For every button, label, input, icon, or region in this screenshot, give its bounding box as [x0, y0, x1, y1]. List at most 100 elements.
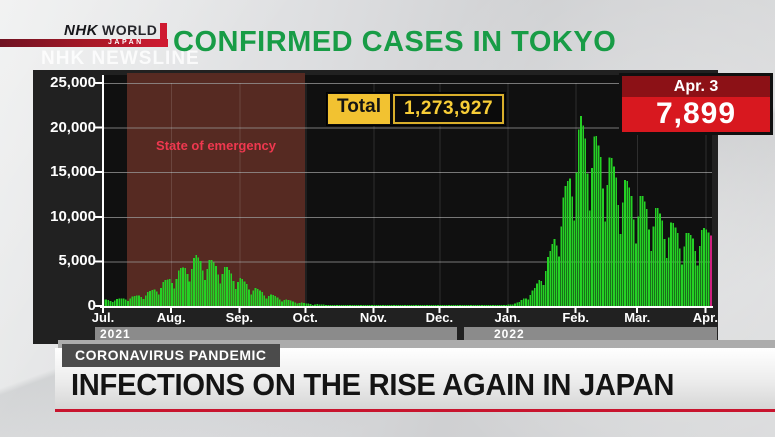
- case-bar: [320, 304, 323, 306]
- case-bar: [111, 302, 114, 306]
- case-bar: [562, 197, 565, 306]
- case-bar: [254, 287, 257, 306]
- case-bar: [558, 256, 560, 306]
- gridline-v: [171, 83, 173, 306]
- case-bar: [384, 305, 387, 306]
- case-bar: [144, 295, 147, 306]
- case-bar: [432, 305, 435, 306]
- case-bar: [518, 302, 521, 306]
- case-bar: [593, 136, 595, 306]
- case-bar: [434, 305, 437, 306]
- case-bar: [105, 299, 107, 306]
- case-bar: [195, 255, 198, 306]
- nhk-red-bar: [160, 23, 167, 47]
- case-bar: [573, 220, 576, 306]
- case-bar: [692, 238, 694, 306]
- case-bar: [283, 300, 285, 306]
- case-bar: [256, 289, 259, 306]
- case-bar: [582, 125, 584, 306]
- x-tick: [304, 306, 307, 313]
- case-bar: [371, 305, 373, 306]
- gridline-h: [103, 83, 712, 84]
- case-bar: [637, 216, 639, 306]
- case-bar: [509, 304, 512, 306]
- case-bar: [679, 248, 681, 306]
- case-bar: [142, 299, 145, 306]
- gridline-v: [439, 83, 441, 306]
- x-axis-line: [100, 306, 713, 308]
- y-tick: [95, 215, 103, 218]
- case-bar: [294, 302, 296, 306]
- case-bar: [481, 305, 483, 306]
- case-bar: [171, 283, 173, 306]
- case-bar: [628, 187, 631, 306]
- case-bar: [626, 181, 628, 306]
- case-bar: [511, 304, 514, 306]
- case-bar: [223, 266, 226, 306]
- case-bar: [298, 303, 301, 306]
- case-bar: [617, 205, 620, 306]
- case-bar: [703, 228, 705, 306]
- gridline-v: [637, 83, 639, 306]
- case-bar: [525, 298, 527, 306]
- case-bar: [344, 305, 347, 306]
- case-bar: [351, 305, 354, 306]
- case-bar: [467, 305, 470, 306]
- case-bar: [696, 265, 699, 306]
- case-bar: [276, 297, 279, 306]
- case-bar: [514, 303, 516, 306]
- case-bar: [243, 281, 246, 306]
- topic-badge: CORONAVIRUS PANDEMIC: [62, 344, 280, 367]
- case-bar: [551, 244, 554, 306]
- case-bar: [226, 267, 228, 306]
- x-tick: [372, 306, 375, 313]
- case-bar: [349, 305, 351, 306]
- case-bar: [289, 300, 292, 306]
- gridline-h: [103, 127, 712, 129]
- case-bar: [329, 305, 332, 306]
- case-bar: [595, 136, 598, 306]
- case-bar: [694, 251, 697, 306]
- case-bar: [160, 288, 162, 306]
- case-bar: [496, 305, 499, 306]
- gridline-v: [705, 83, 707, 306]
- case-bar: [533, 288, 536, 306]
- case-bar: [503, 305, 505, 306]
- case-bar: [602, 188, 604, 306]
- case-bar: [549, 251, 552, 306]
- case-bar: [177, 270, 180, 306]
- case-bar: [419, 305, 422, 306]
- case-bar: [149, 291, 151, 306]
- case-bar: [417, 305, 420, 306]
- case-bar: [318, 304, 321, 306]
- case-bar: [483, 305, 486, 306]
- case-bar: [245, 284, 248, 306]
- case-bar: [133, 296, 136, 306]
- case-bar: [408, 305, 411, 306]
- case-bar: [375, 305, 378, 306]
- case-bar: [188, 281, 191, 306]
- state-of-emergency-label: State of emergency: [156, 138, 276, 153]
- year-label-2021: 2021: [100, 327, 131, 341]
- case-bar: [120, 298, 123, 306]
- case-bar: [450, 305, 453, 306]
- case-bar: [707, 232, 710, 306]
- month-label: Apr.: [692, 310, 719, 325]
- case-bar: [439, 305, 442, 306]
- case-bar: [248, 289, 250, 306]
- latest-date: Apr. 3: [622, 76, 770, 97]
- case-bar: [217, 274, 220, 306]
- case-bar: [498, 305, 501, 306]
- case-bar: [146, 292, 149, 306]
- case-bar: [522, 298, 525, 306]
- case-bar: [175, 278, 178, 306]
- case-bar: [428, 305, 431, 306]
- gridline-h: [103, 216, 712, 218]
- x-tick: [704, 306, 707, 313]
- case-bar: [190, 268, 193, 306]
- case-bar: [358, 305, 360, 306]
- case-bar: [591, 168, 593, 306]
- headline-red-rule: [55, 409, 775, 412]
- case-bar: [362, 305, 365, 306]
- case-bar: [698, 245, 701, 306]
